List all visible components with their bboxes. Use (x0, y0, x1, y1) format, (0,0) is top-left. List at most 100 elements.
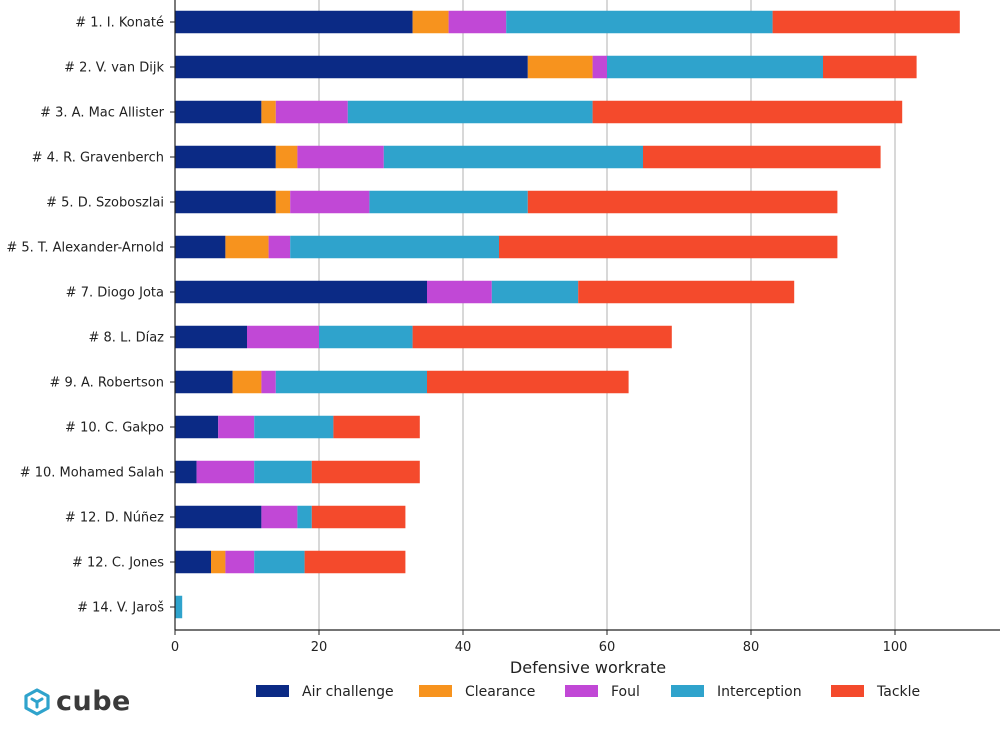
axes (170, 0, 1000, 635)
bar-segment-foul (427, 280, 492, 304)
x-tick-label: 40 (455, 640, 472, 655)
bar-segment-foul (261, 370, 276, 394)
bar-segment-air-challenge (175, 190, 276, 214)
bar-segment-air-challenge (175, 460, 197, 484)
bar-segment-foul (448, 10, 507, 34)
legend-label: Clearance (465, 684, 535, 700)
bar-segment-clearance (412, 10, 449, 34)
legend-label: Interception (717, 684, 802, 700)
legend-swatch (256, 685, 289, 697)
bar-segment-air-challenge (175, 100, 262, 124)
bar-segment-tackle (772, 10, 960, 34)
legend-label: Foul (611, 684, 640, 700)
y-tick-label: # 8. L. Díaz (89, 331, 165, 346)
bar-segment-clearance (261, 100, 276, 124)
bar-segment-interception (491, 280, 579, 304)
bar-segment-air-challenge (175, 280, 427, 304)
x-tick-label: 100 (883, 640, 908, 655)
legend-swatch (565, 685, 598, 697)
bar-segment-clearance (225, 235, 269, 259)
brand-name: cube (56, 686, 131, 717)
x-tick-label: 80 (743, 640, 760, 655)
brand-logo: cube (24, 686, 131, 717)
x-axis-title: Defensive workrate (510, 658, 666, 677)
bars (175, 10, 960, 619)
bar-segment-air-challenge (175, 415, 219, 439)
x-tick-label: 60 (599, 640, 616, 655)
bar-segment-tackle (304, 550, 406, 574)
bar-segment-air-challenge (175, 370, 233, 394)
legend-swatch (831, 685, 864, 697)
bar-segment-air-challenge (175, 235, 226, 259)
bar-segment-air-challenge (175, 145, 276, 169)
y-tick-label: # 9. A. Robertson (49, 376, 164, 391)
bar-segment-air-challenge (175, 10, 413, 34)
bar-segment-interception (347, 100, 593, 124)
y-tick-label: # 12. C. Jones (72, 556, 164, 571)
y-tick-label: # 14. V. Jaroš (77, 601, 164, 616)
y-tick-label: # 12. D. Núñez (65, 511, 164, 526)
bar-segment-interception (369, 190, 528, 214)
bar-segment-clearance (211, 550, 226, 574)
bar-segment-foul (297, 145, 384, 169)
bar-segment-interception (275, 370, 427, 394)
bar-segment-interception (254, 415, 334, 439)
bar-segment-foul (196, 460, 255, 484)
y-tick-label: # 2. V. van Dijk (64, 61, 164, 76)
y-tick-label: # 7. Diogo Jota (66, 286, 164, 301)
bar-segment-interception (506, 10, 773, 34)
bar-segment-interception (383, 145, 643, 169)
bar-segment-tackle (823, 55, 917, 79)
y-tick-label: # 1. I. Konaté (75, 16, 164, 31)
bar-segment-interception (607, 55, 823, 79)
bar-segment-tackle (592, 100, 903, 124)
bar-segment-foul (592, 55, 607, 79)
bar-segment-foul (218, 415, 255, 439)
bar-segment-tackle (311, 505, 406, 529)
y-tick-label: # 10. C. Gakpo (65, 421, 164, 436)
y-tick-label: # 5. T. Alexander-Arnold (6, 241, 164, 256)
bar-segment-tackle (643, 145, 881, 169)
bar-segment-interception (254, 460, 312, 484)
bar-segment-air-challenge (175, 55, 528, 79)
bar-segment-tackle (412, 325, 672, 349)
x-tick-labels: 0 20 40 60 80 100 (171, 640, 908, 655)
bar-segment-interception (290, 235, 499, 259)
y-tick-label: # 4. R. Gravenberch (32, 151, 164, 166)
x-tick-label: 20 (311, 640, 328, 655)
bar-segment-tackle (427, 370, 629, 394)
bar-segment-tackle (311, 460, 420, 484)
bar-segment-interception (254, 550, 305, 574)
bar-segment-foul (275, 100, 348, 124)
y-tick-label: # 5. D. Szoboszlai (46, 196, 164, 211)
legend: Air challenge Clearance Foul Interception Ta… (256, 684, 920, 700)
bar-segment-air-challenge (175, 505, 262, 529)
legend-label: Air challenge (302, 684, 394, 700)
bar-segment-foul (261, 505, 298, 529)
y-tick-label: # 3. A. Mac Allister (40, 106, 165, 121)
grid-lines (318, 0, 896, 630)
y-tick-label: # 10. Mohamed Salah (20, 466, 164, 481)
bar-segment-clearance (527, 55, 593, 79)
bar-segment-air-challenge (175, 550, 211, 574)
bar-segment-interception (297, 505, 312, 529)
bar-segment-interception (175, 595, 183, 619)
bar-segment-tackle (527, 190, 838, 214)
bar-segment-tackle (499, 235, 838, 259)
bar-segment-foul (290, 190, 370, 214)
bar-segment-foul (247, 325, 319, 349)
bar-segment-clearance (275, 145, 298, 169)
bar-segment-foul (225, 550, 255, 574)
bar-segment-air-challenge (175, 325, 247, 349)
x-tick-label: 0 (171, 640, 179, 655)
bar-segment-tackle (333, 415, 420, 439)
bar-segment-clearance (232, 370, 262, 394)
cube-logo-icon (24, 687, 50, 716)
bar-segment-tackle (578, 280, 795, 304)
bar-segment-interception (319, 325, 413, 349)
bar-segment-clearance (275, 190, 291, 214)
y-tick-labels: # 1. I. Konaté # 2. V. van Dijk # 3. A. Ma… (6, 16, 164, 616)
legend-swatch (419, 685, 452, 697)
legend-swatch (671, 685, 704, 697)
